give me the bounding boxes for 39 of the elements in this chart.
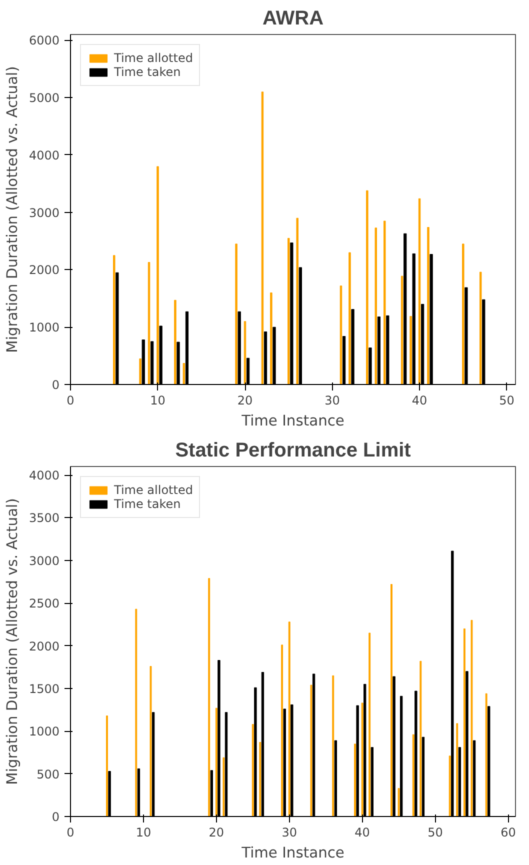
y-tick-label: 6000 [28, 34, 60, 48]
x-axis-title: Time Instance [240, 844, 344, 862]
y-tick-label: 1000 [28, 320, 60, 335]
x-tick-label: 20 [208, 826, 224, 840]
y-tick-label: 2000 [28, 639, 60, 654]
x-tick-label: 50 [499, 394, 514, 408]
y-axis-title: Migration Duration (Allotted vs. Actual) [4, 498, 21, 785]
x-tick-label: 10 [136, 826, 152, 840]
y-tick-label: 500 [36, 767, 60, 782]
y-axis-title: Migration Duration (Allotted vs. Actual) [4, 66, 21, 353]
chart-title: Static Performance Limit [175, 440, 412, 462]
y-tick-label: 3000 [28, 554, 60, 568]
x-axis-title: Time Instance [240, 412, 344, 430]
y-tick-label: 0 [52, 378, 60, 392]
x-tick-label: 30 [324, 394, 340, 408]
x-tick-label: 40 [412, 394, 428, 408]
x-tick-label: 60 [500, 826, 516, 840]
y-tick-label: 1000 [28, 724, 60, 739]
x-tick-label: 10 [150, 394, 166, 408]
x-tick-label: 0 [66, 826, 74, 840]
legend-label: Time allotted [114, 483, 193, 497]
y-tick-label: 3000 [28, 206, 60, 220]
x-tick-label: 50 [428, 826, 443, 840]
chart-title: AWRA [262, 8, 324, 30]
x-tick-label: 0 [66, 394, 74, 408]
y-tick-label: 5000 [28, 91, 60, 106]
legend-label: Time taken [114, 497, 181, 511]
y-tick-label: 2000 [28, 263, 60, 278]
legend-label: Time taken [114, 65, 181, 79]
legend-label: Time allotted [114, 51, 193, 65]
x-tick-label: 20 [237, 394, 253, 408]
y-tick-label: 0 [52, 810, 60, 824]
y-tick-label: 4000 [28, 148, 60, 162]
x-tick-label: 30 [282, 826, 297, 840]
y-tick-label: 3500 [28, 511, 60, 526]
y-tick-label: 4000 [28, 468, 60, 483]
y-tick-label: 2500 [28, 596, 60, 611]
y-tick-label: 1500 [28, 682, 60, 696]
x-tick-label: 40 [354, 826, 370, 840]
